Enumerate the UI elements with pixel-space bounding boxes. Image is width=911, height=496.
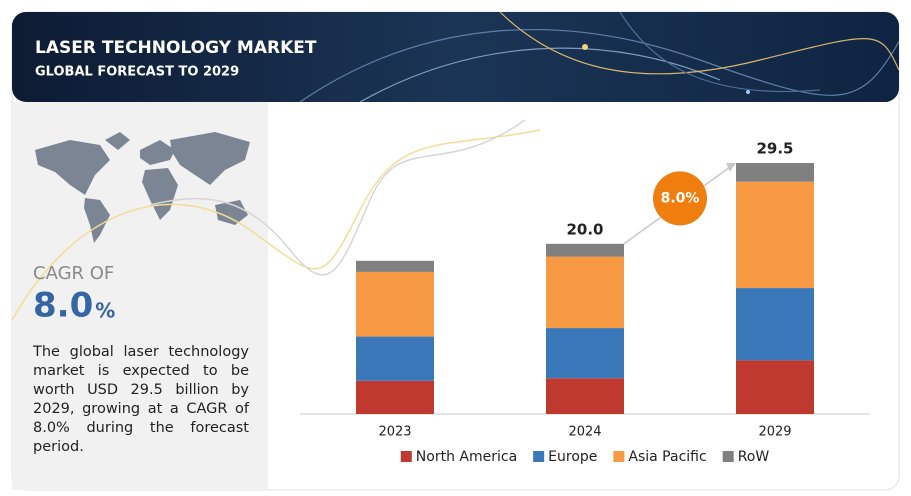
- bar-segment: [736, 360, 814, 414]
- bar-segment: [356, 380, 434, 414]
- legend-label: North America: [416, 449, 517, 465]
- header-band: [12, 12, 899, 102]
- cagr-label: CAGR OF: [33, 263, 114, 284]
- legend: North America Europe Asia Pacific RoW: [400, 449, 770, 465]
- world-map: [35, 132, 250, 243]
- x-tick-label: 2024: [568, 425, 601, 440]
- bar-segment: [546, 378, 624, 414]
- bar-segment: [546, 328, 624, 379]
- legend-label: Asia Pacific: [628, 449, 706, 465]
- chart: 2023 2024 20.0 2029 29.5 8.0% North America Eur…: [356, 140, 814, 465]
- legend-swatch: [533, 451, 545, 462]
- legend-swatch: [400, 451, 412, 462]
- bar-segment: [736, 288, 814, 361]
- legend-swatch: [722, 451, 734, 462]
- bar-segment: [356, 336, 434, 381]
- legend-swatch: [613, 451, 625, 462]
- total-label: 29.5: [756, 140, 793, 158]
- legend-label: Europe: [548, 449, 597, 465]
- cagr-badge: [653, 171, 707, 226]
- decor-waves: [11, 119, 541, 321]
- bar-segment: [736, 181, 814, 289]
- total-label: 20.0: [566, 220, 603, 238]
- bar-segment: [546, 256, 624, 329]
- cagr-value: 8.0: [33, 286, 93, 326]
- header-decoration: [299, 12, 899, 102]
- title: LASER TECHNOLOGY MARKET: [35, 38, 317, 58]
- cagr-unit: %: [95, 299, 115, 323]
- cagr-badge-text: 8.0%: [661, 190, 700, 206]
- summary-text: The global laser technology market is ex…: [33, 344, 249, 455]
- x-tick-label: 2023: [378, 425, 411, 440]
- legend-label: RoW: [738, 449, 770, 465]
- bar-segment: [736, 163, 814, 182]
- x-tick-label: 2029: [758, 425, 791, 440]
- bar-segment: [356, 271, 434, 337]
- bar-segment: [546, 243, 624, 257]
- subtitle: GLOBAL FORECAST TO 2029: [35, 65, 239, 80]
- bar-segment: [356, 260, 434, 272]
- cagr-arrow-head: [726, 163, 736, 172]
